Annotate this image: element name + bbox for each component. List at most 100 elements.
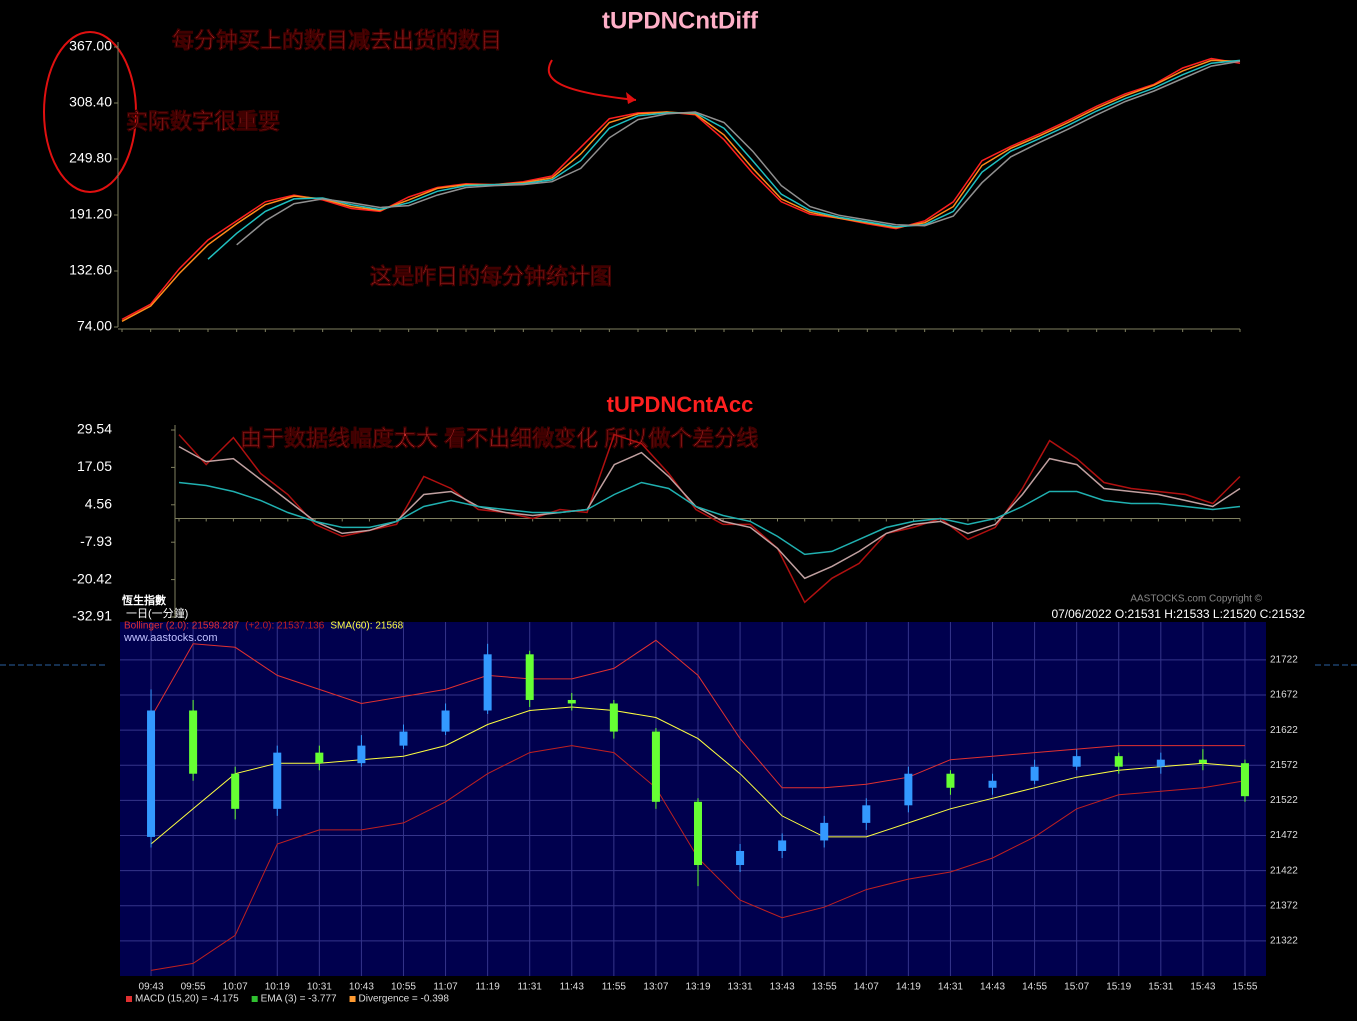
x-tick-label: 10:31 (307, 982, 332, 993)
candle-body (357, 745, 366, 764)
candle-body (147, 710, 156, 837)
chart-subtitle: 一日(一分鐘) (126, 606, 188, 620)
candle-body (1240, 763, 1249, 797)
x-tick-label: 14:55 (1022, 982, 1047, 993)
candle-body (525, 654, 534, 700)
x-tick-label: 15:55 (1232, 982, 1257, 993)
data-line (207, 59, 1241, 260)
candle-body (273, 752, 282, 809)
y-tick-label: 21422 (1270, 865, 1298, 876)
candle-body (778, 840, 787, 851)
chart-title: tUPDNCntAcc (607, 392, 754, 417)
x-tick-label: 15:43 (1190, 982, 1215, 993)
y-tick-label: 21572 (1270, 760, 1298, 771)
x-tick-label: 11:31 (518, 982, 543, 993)
candle-body (189, 710, 198, 774)
x-tick-label: 09:55 (181, 982, 206, 993)
x-tick-label: 10:55 (391, 982, 416, 993)
annotation: 实际数字很重要 (126, 109, 280, 134)
candle-body (399, 731, 408, 746)
x-tick-label: 13:31 (728, 982, 753, 993)
y-tick-label: 308.40 (69, 94, 112, 110)
y-tick-label: 21372 (1270, 900, 1298, 911)
candle-body (441, 710, 450, 732)
x-tick-label: 10:43 (349, 982, 374, 993)
candle-body (946, 773, 955, 788)
x-tick-label: 13:43 (770, 982, 795, 993)
y-tick-label: -7.93 (80, 533, 112, 549)
candle-body (862, 805, 871, 823)
legend-swatch (126, 996, 132, 1002)
data-line (178, 445, 1241, 580)
data-line (178, 433, 1241, 604)
legend-entry: (+2.0): 21537.136 (245, 621, 325, 632)
candle-body (1072, 756, 1081, 767)
y-tick-label: 21322 (1270, 936, 1298, 947)
candle-body (694, 801, 702, 866)
legend-swatch (349, 996, 356, 1002)
x-tick-label: 10:19 (265, 982, 290, 993)
x-tick-label: 14:43 (980, 982, 1005, 993)
x-tick-label: 15:19 (1106, 982, 1131, 993)
arrow-head (626, 92, 636, 104)
x-tick-label: 15:07 (1064, 982, 1089, 993)
legend-entry: SMA(60): 21568 (330, 621, 403, 632)
y-tick-label: 29.54 (77, 421, 112, 437)
arrow (547, 59, 637, 101)
data-line (236, 60, 1241, 246)
y-tick-label: 21722 (1270, 655, 1298, 666)
x-tick-label: 15:31 (1148, 982, 1173, 993)
x-tick-label: 11:55 (602, 982, 627, 993)
x-tick-label: 11:19 (475, 982, 500, 993)
x-tick-label: 11:43 (560, 982, 585, 993)
candle-body (1156, 759, 1165, 767)
y-tick-label: 191.20 (69, 206, 112, 222)
annotation: 由于数据线幅度太大 看不出细微变化 所以做个差分线 (240, 426, 758, 451)
annotation: 每分钟买上的数目减去出货的数目 (172, 28, 502, 53)
candle-body (231, 773, 240, 809)
chart-title: tUPDNCntDiff (602, 7, 759, 34)
chart-title: 恆生指數 (122, 593, 166, 607)
y-tick-label: 21522 (1270, 795, 1298, 806)
y-tick-label: 17.05 (77, 458, 112, 474)
candle-body (820, 822, 829, 841)
highlight-ellipse (43, 31, 137, 193)
quote-info: 07/06/2022 O:21531 H:21533 L:21520 C:215… (1051, 607, 1305, 621)
legend-entry: Divergence = -0.398 (359, 994, 450, 1005)
legend-entry: EMA (3) = -3.777 (261, 994, 337, 1005)
y-tick-label: 21622 (1270, 725, 1298, 736)
indicator-line (150, 706, 1246, 845)
legend-entry: MACD (15,20) = -4.175 (135, 994, 239, 1005)
copyright: AASTOCKS.com Copyright © (1130, 594, 1262, 605)
candle-body (315, 752, 324, 764)
annotation: 这是昨日的每分钟统计图 (370, 264, 612, 289)
y-tick-label: -32.91 (72, 608, 112, 624)
candle-body (904, 773, 913, 806)
x-tick-label: 13:19 (685, 982, 710, 993)
y-tick-label: 132.60 (69, 262, 112, 278)
candle-body (567, 699, 576, 704)
legend-entry: Bollinger (2.0): 21598.287 (124, 621, 240, 632)
y-tick-label: -20.42 (72, 570, 112, 586)
candle-body (1114, 756, 1123, 767)
y-tick-label: 367.00 (69, 38, 112, 54)
x-tick-label: 11:07 (433, 982, 458, 993)
legend-swatch (251, 996, 258, 1002)
y-tick-label: 74.00 (77, 318, 112, 334)
x-tick-label: 13:07 (643, 982, 668, 993)
candle-body (1198, 759, 1207, 764)
candle-body (609, 703, 618, 732)
y-tick-label: 4.56 (85, 496, 112, 512)
candle-body (736, 850, 745, 866)
y-tick-label: 21472 (1270, 830, 1298, 841)
y-tick-label: 249.80 (69, 150, 112, 166)
x-tick-label: 14:19 (896, 982, 921, 993)
y-tick-label: 21672 (1270, 690, 1298, 701)
plot-area (120, 622, 1266, 976)
x-tick-label: 10:07 (223, 982, 248, 993)
indicator-line (150, 639, 1245, 789)
x-tick-label: 14:07 (854, 982, 879, 993)
candle-body (483, 654, 492, 711)
x-tick-label: 14:31 (938, 982, 963, 993)
